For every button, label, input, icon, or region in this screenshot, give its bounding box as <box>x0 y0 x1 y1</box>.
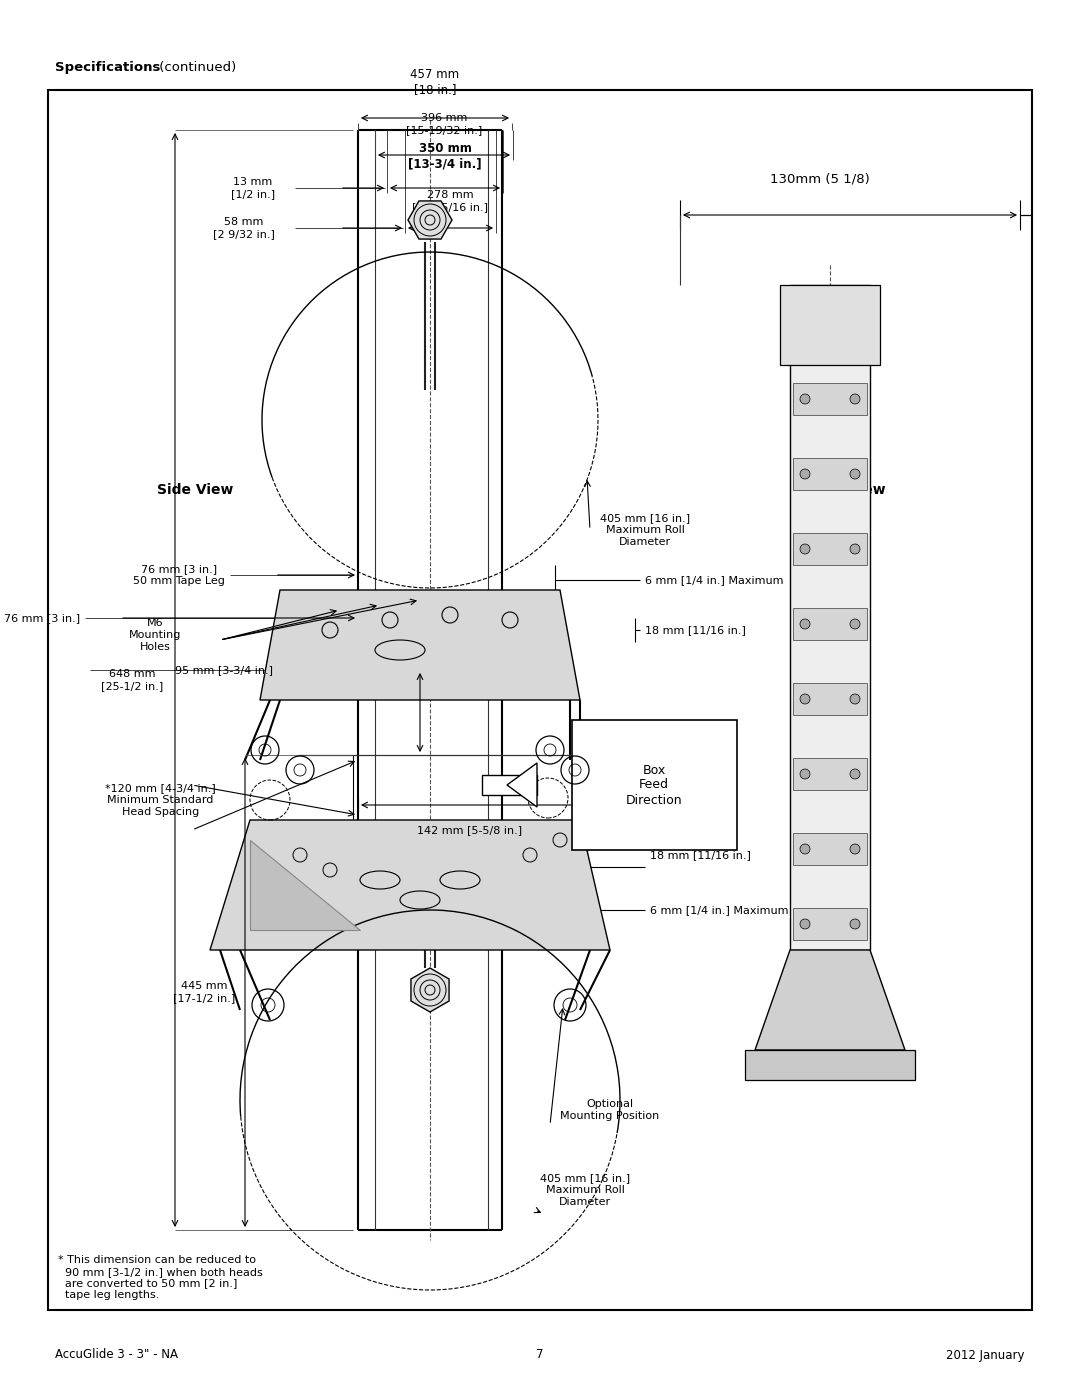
Circle shape <box>850 619 860 629</box>
Text: * This dimension can be reduced to
  90 mm [3-1/2 in.] when both heads
  are con: * This dimension can be reduced to 90 mm… <box>58 1255 262 1299</box>
Circle shape <box>800 768 810 780</box>
Circle shape <box>800 844 810 854</box>
Polygon shape <box>249 840 360 930</box>
Text: AccuGlide 3 - 3" - NA: AccuGlide 3 - 3" - NA <box>55 1348 178 1362</box>
Text: 278 mm
[10-15/16 in.]: 278 mm [10-15/16 in.] <box>411 190 488 212</box>
Text: 7: 7 <box>537 1348 543 1362</box>
Text: Specifications: Specifications <box>55 61 160 74</box>
Bar <box>793 383 867 415</box>
Bar <box>48 89 1032 1310</box>
Text: 18 mm [11/16 in.]: 18 mm [11/16 in.] <box>650 849 751 861</box>
Bar <box>482 775 537 795</box>
Bar <box>793 833 867 865</box>
Text: Box
Feed
Direction: Box Feed Direction <box>625 764 683 806</box>
Bar <box>793 759 867 789</box>
Circle shape <box>800 694 810 704</box>
Circle shape <box>800 469 810 479</box>
Bar <box>793 683 867 715</box>
Circle shape <box>850 394 860 404</box>
Circle shape <box>850 844 860 854</box>
Text: 6 mm [1/4 in.] Maximum: 6 mm [1/4 in.] Maximum <box>645 576 783 585</box>
Text: 76 mm [3 in.]: 76 mm [3 in.] <box>4 613 80 623</box>
Text: 58 mm
[2 9/32 in.]: 58 mm [2 9/32 in.] <box>213 217 275 239</box>
Polygon shape <box>210 820 610 950</box>
Circle shape <box>850 469 860 479</box>
Text: *120 mm [4-3/4 in.]
Minimum Standard
Head Spacing: *120 mm [4-3/4 in.] Minimum Standard Hea… <box>105 784 216 817</box>
Bar <box>793 608 867 640</box>
Text: 130mm (5 1/8): 130mm (5 1/8) <box>770 172 869 184</box>
Text: 457 mm
[18 in.]: 457 mm [18 in.] <box>410 68 460 96</box>
Circle shape <box>800 619 810 629</box>
Bar <box>793 908 867 940</box>
Text: (continued): (continued) <box>156 61 237 74</box>
Text: 405 mm [16 in.]
Maximum Roll
Diameter: 405 mm [16 in.] Maximum Roll Diameter <box>600 514 690 546</box>
Text: 6 mm [1/4 in.] Maximum: 6 mm [1/4 in.] Maximum <box>650 905 788 915</box>
Ellipse shape <box>400 891 440 909</box>
Bar <box>789 285 870 950</box>
Polygon shape <box>755 950 905 1051</box>
Circle shape <box>800 394 810 404</box>
Bar <box>793 534 867 564</box>
Ellipse shape <box>440 870 480 888</box>
Circle shape <box>850 768 860 780</box>
Text: 95 mm [3-3/4 in.]: 95 mm [3-3/4 in.] <box>175 665 273 675</box>
Text: 13 mm
[1/2 in.]: 13 mm [1/2 in.] <box>231 177 275 198</box>
Ellipse shape <box>360 870 400 888</box>
Polygon shape <box>507 763 537 807</box>
Bar <box>572 719 737 849</box>
Polygon shape <box>260 590 580 700</box>
Text: Side View: Side View <box>157 483 233 497</box>
Polygon shape <box>411 968 449 1011</box>
Text: 18 mm [11/16 in.]: 18 mm [11/16 in.] <box>645 624 746 636</box>
Bar <box>745 1051 915 1080</box>
Text: 350 mm
[13-3/4 in.]: 350 mm [13-3/4 in.] <box>408 142 482 170</box>
Text: 396 mm
[15-19/32 in.]: 396 mm [15-19/32 in.] <box>406 113 482 136</box>
Polygon shape <box>408 201 453 239</box>
Text: 405 mm [16 in.]
Maximum Roll
Diameter: 405 mm [16 in.] Maximum Roll Diameter <box>540 1173 630 1207</box>
Text: 76 mm [3 in.]
50 mm Tape Leg: 76 mm [3 in.] 50 mm Tape Leg <box>133 564 225 585</box>
Bar <box>793 458 867 490</box>
Circle shape <box>800 919 810 929</box>
Text: 142 mm [5-5/8 in.]: 142 mm [5-5/8 in.] <box>418 826 523 835</box>
Circle shape <box>850 543 860 555</box>
Bar <box>780 285 880 365</box>
Text: 648 mm
[25-1/2 in.]: 648 mm [25-1/2 in.] <box>100 669 163 690</box>
Ellipse shape <box>375 640 426 659</box>
Text: 445 mm
[17-1/2 in.]: 445 mm [17-1/2 in.] <box>173 981 235 1003</box>
Text: Optional
Mounting Position: Optional Mounting Position <box>561 1099 659 1120</box>
Text: 2012 January: 2012 January <box>946 1348 1025 1362</box>
Circle shape <box>800 543 810 555</box>
Circle shape <box>850 919 860 929</box>
Text: M6
Mounting
Holes: M6 Mounting Holes <box>129 619 181 651</box>
Text: End View: End View <box>814 483 886 497</box>
Circle shape <box>850 694 860 704</box>
